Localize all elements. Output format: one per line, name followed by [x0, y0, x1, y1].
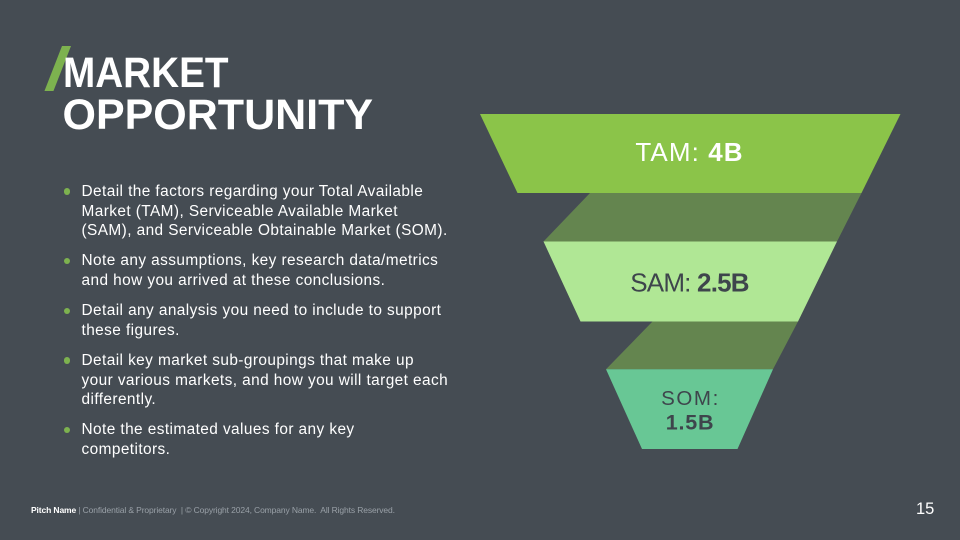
svg-text:TAM: 4B: TAM: 4B: [635, 137, 743, 167]
svg-text:SOM:: SOM:: [661, 387, 720, 410]
svg-text:SAM: 2.5B: SAM: 2.5B: [630, 268, 749, 298]
svg-text:1.5B: 1.5B: [666, 411, 715, 435]
